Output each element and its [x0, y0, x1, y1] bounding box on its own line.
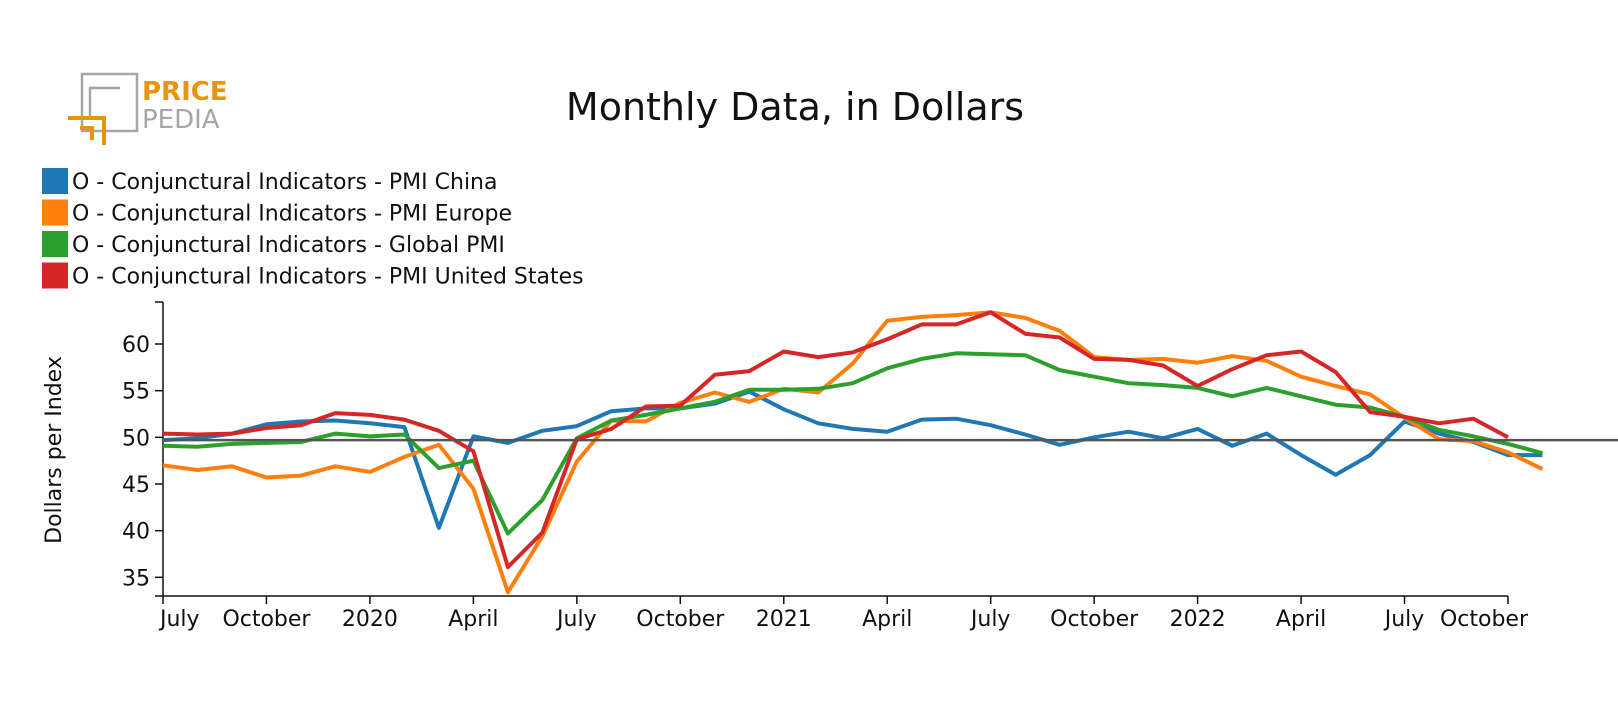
logo-corner-big [68, 116, 106, 145]
x-tick-label: 2021 [756, 607, 812, 632]
chart-title: Monthly Data, in Dollars [566, 85, 1024, 129]
x-tick-label: July [158, 607, 200, 632]
x-tick-label: October [222, 607, 311, 632]
y-tick-label: 60 [122, 333, 150, 358]
logo-square-outer [80, 72, 139, 133]
y-axis-title: Dollars per Index [42, 356, 67, 544]
y-axis: 35 40 45 50 55 60 [122, 301, 164, 597]
x-tick-label: July [555, 607, 597, 632]
legend-swatch [42, 168, 68, 194]
x-tick-label: October [636, 607, 725, 632]
series-line [162, 310, 1509, 570]
legend-label: O - Conjunctural Indicators - PMI Europe [72, 202, 512, 227]
y-tick-label: 55 [122, 380, 150, 405]
y-tick-label: 40 [122, 520, 150, 545]
chart-legend: O - Conjunctural Indicators - PMI China O… [42, 168, 584, 290]
y-tick-label: 50 [122, 426, 150, 451]
x-tick-label: July [1383, 607, 1425, 632]
x-tick-label: April [1276, 607, 1326, 632]
legend-label: O - Conjunctural Indicators - Global PMI [72, 233, 505, 258]
logo-corner-small [80, 126, 94, 140]
legend-swatch [42, 262, 68, 289]
series-layer [162, 310, 1544, 595]
x-axis: July October 2020 April July October 2021 April… [158, 595, 1529, 632]
x-tick-label: 2020 [342, 607, 398, 632]
legend-label: O - Conjunctural Indicators - PMI China [72, 170, 497, 195]
y-tick-label: 35 [122, 566, 150, 591]
logo-text-pedia: PEDIA [142, 105, 220, 135]
series-line [162, 351, 1544, 536]
series-line [162, 310, 1544, 595]
x-tick-label: October [1050, 607, 1139, 632]
y-tick-label: 45 [122, 473, 150, 498]
x-tick-label: April [448, 607, 498, 632]
x-tick-label: October [1440, 607, 1529, 632]
logo-text-price: PRICE [142, 77, 228, 107]
x-tick-label: 2022 [1170, 607, 1226, 632]
legend-swatch [42, 199, 68, 226]
series-line [162, 389, 1543, 530]
logo-square-inner [88, 86, 120, 120]
legend-swatch [42, 231, 68, 257]
legend-label: O - Conjunctural Indicators - PMI United… [72, 265, 584, 290]
x-tick-label: April [862, 607, 912, 632]
x-tick-label: July [969, 607, 1011, 632]
pricepedia-logo: PRICE PEDIA [68, 72, 228, 145]
